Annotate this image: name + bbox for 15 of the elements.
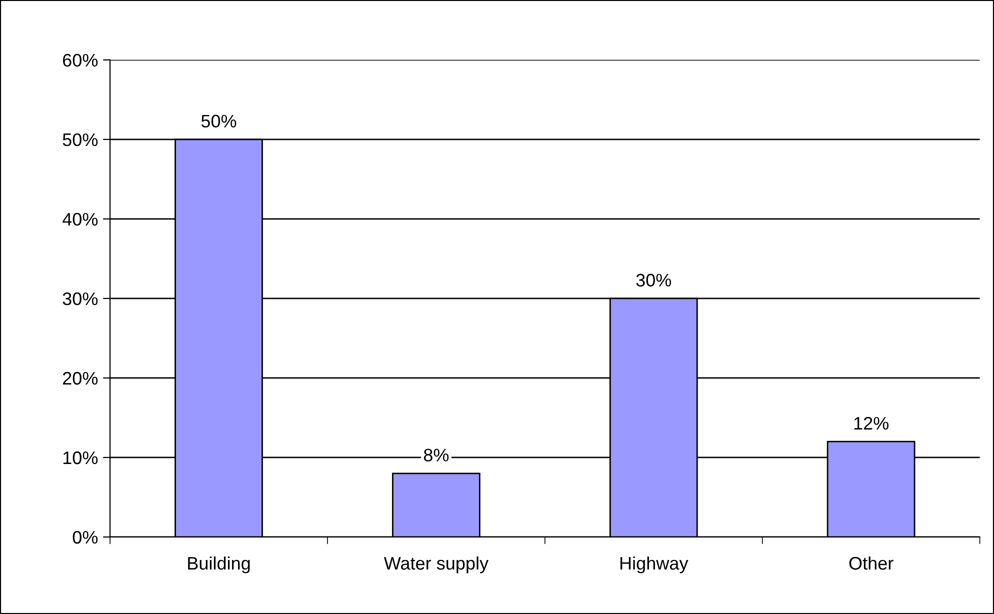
data-label: 50% xyxy=(201,114,236,128)
data-label: 30% xyxy=(636,274,672,287)
y-tick-label: 40% xyxy=(62,212,98,226)
x-tick-label: Highway xyxy=(620,556,688,574)
y-tick-label: 60% xyxy=(63,54,98,67)
y-tick-label: 10% xyxy=(63,451,98,464)
y-tick-label: 30% xyxy=(62,292,98,306)
x-tick-label: Water supply xyxy=(384,556,489,574)
y-tick-label: 0% xyxy=(72,530,98,544)
data-label: 8% xyxy=(424,448,449,462)
y-tick-label: 20% xyxy=(63,372,98,385)
y-tick-label: 50% xyxy=(62,133,98,146)
data-label: 12% xyxy=(854,416,888,430)
x-tick-label: Other xyxy=(849,556,894,570)
x-tick-label: Building xyxy=(188,556,250,574)
